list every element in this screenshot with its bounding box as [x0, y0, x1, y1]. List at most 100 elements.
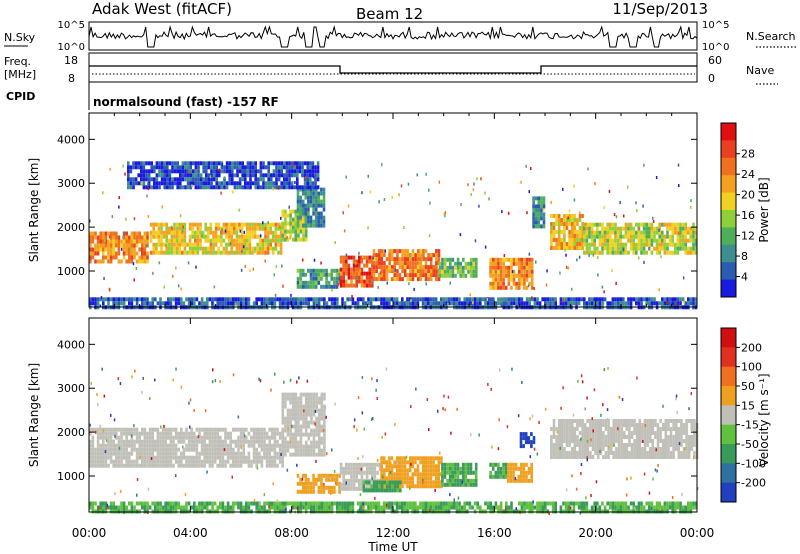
heatmap-cell — [672, 447, 675, 451]
heatmap-cell — [373, 470, 377, 475]
heatmap-cell — [228, 177, 231, 182]
heatmap-cell — [178, 234, 181, 239]
heatmap-cell — [601, 238, 604, 243]
heatmap-cell — [378, 488, 381, 493]
heatmap-cell — [102, 431, 105, 436]
heatmap-cell — [555, 246, 558, 250]
heatmap-cell — [489, 297, 492, 302]
heatmap-cell — [497, 297, 500, 302]
heatmap-cell — [429, 468, 433, 473]
heatmap-cell — [150, 169, 153, 174]
heatmap-cell — [309, 276, 313, 281]
heatmap-cell — [568, 431, 571, 435]
heatmap-cell — [593, 250, 596, 255]
heatmap-cell — [422, 265, 425, 270]
colorbar-swatch — [721, 157, 736, 176]
heatmap-cell — [612, 435, 616, 439]
heatmap-cell — [161, 463, 165, 468]
heatmap-cell — [277, 173, 281, 178]
heatmap-cell — [578, 238, 582, 242]
heatmap-cell — [645, 297, 648, 302]
heatmap-cell — [265, 443, 269, 448]
heatmap-cell — [226, 451, 230, 456]
heatmap-cell — [499, 297, 503, 302]
heatmap-cell — [659, 451, 662, 455]
heatmap-cell — [443, 265, 447, 270]
heatmap-cell — [200, 459, 204, 464]
heatmap-cell — [674, 230, 677, 235]
heatmap-cell — [620, 447, 623, 451]
heatmap-cell — [557, 222, 561, 226]
heatmap-cell — [576, 423, 579, 427]
heatmap-cell — [446, 273, 449, 278]
heatmap-cell — [233, 165, 237, 170]
heatmap-cell — [310, 440, 313, 445]
heatmap-cell — [687, 455, 691, 459]
heatmap-cell — [141, 243, 144, 248]
heatmap-cell — [311, 169, 315, 174]
heatmap-cell — [499, 285, 503, 290]
heatmap-cell — [145, 177, 148, 182]
heatmap-cell — [141, 459, 144, 464]
heatmap-cell — [317, 276, 321, 281]
heatmap-cell — [456, 474, 460, 479]
heatmap-cell — [501, 210, 503, 214]
heatmap-cell — [219, 435, 222, 440]
heatmap-cell — [135, 251, 139, 256]
heatmap-cell — [296, 181, 299, 186]
heatmap-cell — [467, 269, 470, 274]
heatmap-cell — [320, 191, 323, 196]
heatmap-cell — [640, 238, 643, 243]
heatmap-cell — [304, 195, 308, 200]
heatmap-cell — [289, 428, 292, 433]
heatmap-cell — [376, 470, 379, 475]
heatmap-cell — [317, 489, 321, 494]
heatmap-cell — [527, 478, 531, 483]
heatmap-cell — [510, 257, 513, 262]
heatmap-cell — [403, 456, 407, 461]
heatmap-cell — [581, 439, 584, 443]
heatmap-cell — [258, 435, 261, 440]
heatmap-cell — [390, 464, 394, 469]
heatmap-cell — [159, 297, 162, 302]
heatmap-cell — [581, 423, 584, 427]
heatmap-cell — [225, 226, 228, 231]
heatmap-cell — [115, 239, 118, 244]
heatmap-cell — [414, 484, 417, 489]
heatmap-cell — [360, 470, 364, 475]
heatmap-cell — [183, 238, 187, 243]
heatmap-cell — [347, 267, 351, 272]
heatmap-cell — [563, 431, 566, 435]
heatmap-cell — [202, 177, 205, 182]
heatmap-cell — [678, 184, 680, 188]
heatmap-cell — [304, 428, 308, 433]
heatmap-cell — [661, 242, 664, 247]
heatmap-cell — [294, 181, 296, 184]
heatmap-cell — [604, 439, 608, 443]
heatmap-cell — [212, 230, 215, 235]
heatmap-cell — [280, 216, 282, 220]
heatmap-cell — [299, 432, 303, 437]
heatmap-cell — [327, 272, 331, 277]
heatmap-cell — [573, 218, 577, 222]
heatmap-cell — [385, 301, 388, 306]
heatmap-cell — [585, 226, 589, 231]
heatmap-cell — [275, 181, 278, 186]
heatmap-cell — [434, 301, 438, 306]
heatmap-cell — [355, 283, 358, 288]
heatmap-cell — [563, 447, 566, 451]
heatmap-cell — [304, 448, 308, 453]
heatmap-cell — [408, 468, 412, 473]
heatmap-cell — [518, 297, 521, 302]
heatmap-cell — [148, 447, 152, 452]
heatmap-cell — [454, 265, 457, 270]
heatmap-cell — [601, 250, 604, 255]
heatmap-cell — [168, 226, 171, 231]
heatmap-cell — [320, 436, 324, 441]
heatmap-cell — [622, 447, 626, 451]
heatmap-cell — [91, 451, 95, 456]
heatmap-cell — [687, 230, 690, 235]
heatmap-cell — [242, 245, 245, 249]
heatmap-cell — [254, 177, 257, 182]
heatmap-cell — [281, 408, 285, 413]
